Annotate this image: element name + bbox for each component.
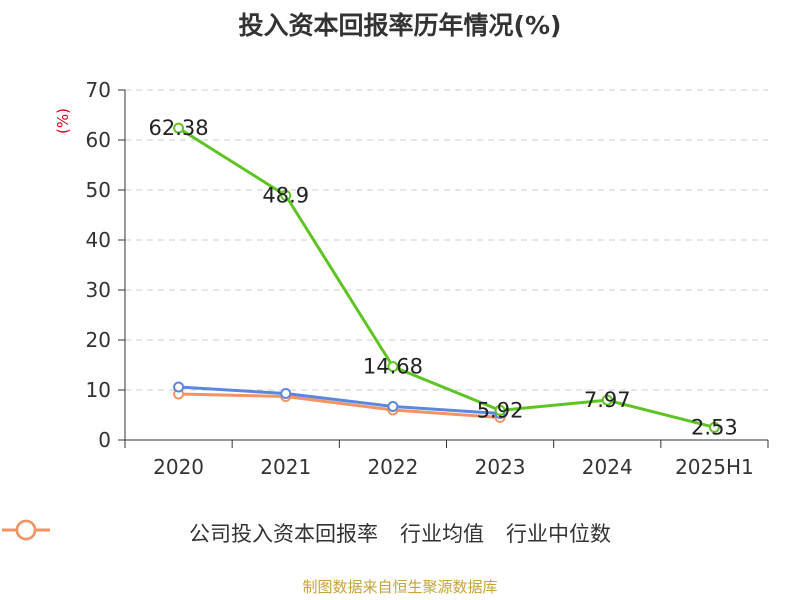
- y-tick-label: 40: [86, 228, 111, 252]
- x-tick-label: 2025H1: [675, 455, 754, 479]
- data-point: [280, 388, 292, 399]
- data-point: [708, 421, 720, 433]
- legend-label: 公司投入资本回报率: [189, 522, 378, 546]
- data-label: 2.53: [691, 415, 738, 439]
- data-label: 7.97: [584, 388, 631, 412]
- y-tick-label: 30: [86, 278, 111, 302]
- series-line: [178, 392, 501, 419]
- data-point: [494, 404, 506, 416]
- data-point: [601, 394, 613, 406]
- y-tick-label: 20: [86, 328, 111, 352]
- legend: 公司投入资本回报率 行业均值 行业中位数: [0, 518, 800, 548]
- legend-label: 行业均值: [400, 522, 484, 546]
- x-tick-label: 2020: [153, 455, 204, 479]
- legend-item[interactable]: 行业中位数: [2, 518, 611, 548]
- y-tick-label: 50: [86, 178, 111, 202]
- y-tick-label: 10: [86, 378, 111, 402]
- series-line: [177, 126, 715, 429]
- data-point: [387, 401, 399, 412]
- data-point: [280, 190, 292, 201]
- chart-title: 投入资本回报率历年情况(%): [238, 11, 562, 40]
- data-label: 14.68: [363, 355, 423, 379]
- y-tick-label: 0: [98, 428, 111, 452]
- y-tick-label: 60: [86, 128, 111, 152]
- data-point: [173, 381, 185, 393]
- x-tick-label: 2022: [367, 455, 418, 479]
- legend-swatch: [2, 519, 50, 541]
- y-tick-label: 70: [86, 78, 111, 102]
- data-label: 62.38: [149, 116, 209, 140]
- legend-item[interactable]: 公司投入资本回报率: [2, 518, 378, 548]
- series-line: [178, 385, 501, 415]
- x-tick-label: 2024: [582, 455, 633, 479]
- data-point: [173, 122, 185, 134]
- source-note: 制图数据来自恒生聚源数据库: [302, 578, 498, 596]
- data-point: [387, 361, 399, 373]
- legend-item[interactable]: 行业均值: [2, 518, 484, 548]
- x-tick-label: 2023: [475, 455, 526, 479]
- x-tick-label: 2021: [260, 455, 311, 479]
- data-label: 5.92: [477, 398, 524, 422]
- data-label: 48.9: [262, 184, 309, 208]
- legend-label: 行业中位数: [506, 522, 611, 546]
